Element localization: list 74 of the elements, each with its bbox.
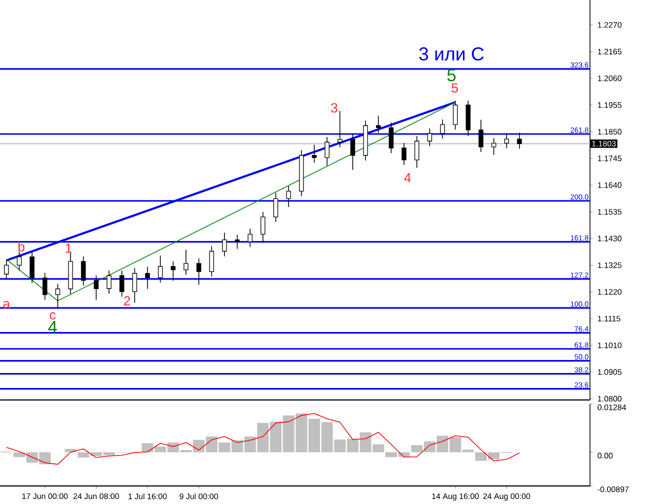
candlestick bbox=[324, 136, 330, 166]
x-tick-label: 14 Aug 16:00 bbox=[432, 493, 479, 501]
candlestick bbox=[491, 138, 496, 156]
y-tick-label: 1.1745 bbox=[598, 156, 622, 162]
y-tick-label: 1.1955 bbox=[598, 102, 622, 108]
candlestick bbox=[376, 115, 381, 134]
candlestick bbox=[517, 132, 522, 150]
candlestick bbox=[402, 142, 406, 166]
y-tick-label: 1.1010 bbox=[598, 342, 622, 348]
annotation: 5 bbox=[452, 83, 458, 93]
y-tick-label: 1.0800 bbox=[598, 396, 622, 402]
candlestick bbox=[209, 246, 214, 278]
annotation: c bbox=[50, 312, 56, 320]
candlestick bbox=[248, 228, 252, 248]
y-tick-label: 1.1115 bbox=[598, 316, 620, 322]
candlestick bbox=[440, 119, 445, 139]
candlestick bbox=[414, 136, 420, 168]
y-tick-label: 1.1640 bbox=[598, 182, 622, 188]
x-tick-label: 24 Jun 08:00 bbox=[73, 493, 120, 500]
candlestick bbox=[273, 192, 278, 222]
candlestick bbox=[106, 270, 112, 294]
x-tick-label: 9 Jul 00:00 bbox=[180, 493, 218, 500]
y-tick-label: -0.00897 bbox=[598, 486, 629, 492]
y-tick-label: 1.1430 bbox=[598, 236, 622, 242]
y-tick-label: 1.0905 bbox=[598, 369, 622, 375]
y-tick-label: 1.1850 bbox=[598, 128, 622, 135]
candlestick bbox=[55, 283, 60, 310]
candlestick bbox=[158, 255, 163, 284]
candlestick bbox=[234, 234, 240, 250]
annotation: 4 bbox=[404, 173, 411, 182]
candlestick bbox=[80, 256, 86, 286]
y-tick-label: 0.01284 bbox=[598, 404, 626, 410]
candlestick bbox=[388, 122, 394, 154]
y-tick-label: 1.1220 bbox=[598, 289, 622, 295]
annotation: 3 bbox=[331, 103, 338, 113]
annotation: 2 bbox=[124, 296, 130, 306]
candlestick bbox=[30, 251, 34, 284]
candlestick bbox=[452, 100, 458, 130]
x-tick-label: 24 Aug 00:00 bbox=[483, 493, 530, 501]
line-series bbox=[6, 413, 520, 465]
candlestick bbox=[312, 144, 317, 164]
candlestick bbox=[4, 260, 9, 280]
candlestick bbox=[184, 249, 188, 276]
candlestick bbox=[94, 274, 99, 300]
y-tick-label: 1.1535 bbox=[598, 208, 622, 215]
candlestick bbox=[196, 258, 202, 286]
candlestick bbox=[260, 211, 266, 244]
candlestick bbox=[286, 186, 291, 208]
annotation: 3 или С bbox=[419, 47, 484, 61]
candlestick bbox=[132, 268, 138, 304]
annotation: a bbox=[3, 300, 10, 308]
candlestick bbox=[145, 266, 150, 290]
y-tick-label: 0.00 bbox=[598, 452, 613, 458]
candlestick bbox=[427, 128, 432, 147]
y-tick-label: 1.2165 bbox=[598, 48, 622, 54]
candlestick bbox=[42, 272, 48, 300]
x-tick-label: 1 Jul 16:00 bbox=[128, 493, 167, 500]
y-tick-label: 1.2270 bbox=[598, 22, 622, 28]
candlestick bbox=[119, 270, 124, 298]
annotation: 1 bbox=[66, 244, 72, 253]
annotation: 4 bbox=[48, 321, 57, 333]
annotation: b bbox=[18, 242, 24, 252]
x-tick-label: 17 Jun 00:00 bbox=[22, 493, 68, 500]
y-tick-label: 1.2060 bbox=[598, 75, 622, 82]
candlestick bbox=[338, 110, 342, 148]
ref-line-label: 1.1803 bbox=[592, 140, 616, 147]
candlestick bbox=[478, 119, 484, 152]
candlestick bbox=[350, 134, 356, 170]
candlestick bbox=[16, 251, 22, 271]
candlestick bbox=[222, 232, 227, 257]
candlestick bbox=[170, 261, 176, 282]
y-tick-label: 1.1325 bbox=[598, 262, 622, 268]
annotation: 5 bbox=[447, 69, 456, 82]
candlestick bbox=[504, 134, 510, 149]
